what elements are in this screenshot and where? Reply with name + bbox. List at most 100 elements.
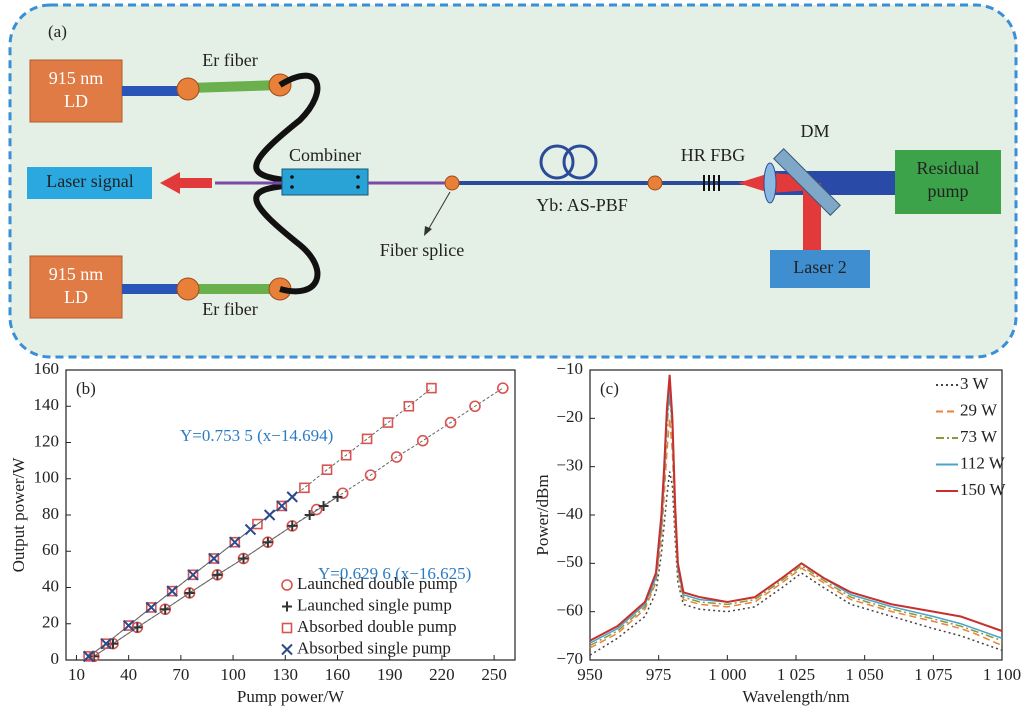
panel-label: (c): [600, 379, 619, 398]
marker: [244, 523, 257, 536]
splice: [444, 175, 460, 191]
laser-2-label: Laser 2: [793, 257, 846, 277]
y-tick-label: 80: [42, 504, 59, 523]
panel-label: (a): [48, 22, 67, 41]
legend-marker: [282, 601, 292, 612]
legend-marker: [281, 643, 293, 656]
residual-pump-label: Residual: [917, 158, 980, 178]
marker: [340, 449, 352, 461]
splice: [176, 277, 200, 301]
marker: [123, 620, 134, 631]
marker: [416, 434, 429, 447]
marker: [83, 651, 94, 662]
x-tick-label: 1 075: [914, 665, 952, 684]
fiber: [253, 183, 321, 295]
er-fiber: [187, 80, 281, 93]
marker: [304, 510, 315, 520]
marker: [310, 503, 323, 516]
marker: [469, 400, 481, 413]
series-line: [589, 394, 1003, 647]
series-line: [589, 374, 1003, 642]
residual-pump-box: [895, 150, 1001, 214]
marker: [132, 622, 143, 633]
fit-equation: Y=0.629 6 (x−16.625): [318, 564, 471, 583]
combiner-box: [281, 168, 369, 196]
marker: [332, 491, 343, 502]
marker: [166, 585, 178, 597]
x-tick-label: 1 100: [983, 665, 1021, 684]
marker: [287, 520, 298, 531]
series-line: [589, 418, 1003, 649]
dm-label: DM: [800, 121, 829, 141]
ld-label: LD: [64, 287, 88, 307]
y-tick-label: −30: [556, 456, 583, 475]
x-tick-label: 10: [68, 665, 85, 684]
y-tick-label: 40: [42, 576, 59, 595]
y-tick-label: 60: [42, 540, 59, 559]
legend-label: Launched single pump: [297, 595, 452, 614]
marker: [184, 587, 195, 598]
er-fiber-label: Er fiber: [202, 299, 257, 319]
x-axis-title: Pump power/W: [237, 687, 345, 706]
laser-signal-box: [27, 167, 152, 199]
series-line: [589, 389, 1003, 644]
fbg: [703, 175, 720, 191]
x-tick-label: 130: [273, 665, 299, 684]
marker: [403, 400, 415, 412]
x-tick-label: 1 025: [777, 665, 815, 684]
series-line: [88, 387, 432, 657]
marker: [276, 500, 288, 512]
marker: [145, 602, 157, 613]
splice: [647, 175, 663, 191]
pointer: [427, 191, 451, 231]
y-tick-label: −70: [556, 649, 583, 668]
fiber-splice-label: Fiber splice: [380, 240, 464, 260]
marker: [276, 500, 288, 512]
marker: [299, 482, 310, 494]
marker: [497, 382, 509, 394]
y-tick-label: 20: [42, 613, 59, 632]
marker: [426, 382, 437, 394]
chart: 950 975 1 000 1 025 1 050 1 075 1 100 −70 −60 −50…: [533, 359, 1021, 706]
hr-fbg-label: HR FBG: [681, 145, 746, 165]
y-tick-label: 160: [34, 359, 60, 378]
marker: [208, 553, 220, 564]
x-tick-label: 250: [481, 665, 507, 684]
marker: [208, 552, 220, 565]
legend-label: Launched double pump: [297, 574, 458, 593]
legend-marker: [281, 622, 293, 634]
y-tick-label: −60: [556, 601, 583, 620]
combiner-ports: [290, 175, 360, 189]
marker: [364, 469, 377, 481]
marker: [145, 601, 157, 614]
y-tick-label: 120: [34, 431, 60, 450]
x-tick-label: 160: [325, 665, 351, 684]
residual-pump-label: pump: [927, 181, 968, 201]
y-axis-title: Power/dBm: [533, 474, 552, 555]
fit-equation: Y=0.753 5 (x−14.694): [180, 426, 333, 445]
marker: [361, 433, 373, 445]
legend-label: 150 W: [960, 480, 1006, 499]
x-tick-label: 950: [577, 665, 603, 684]
gain-fiber-label: Yb: AS-PBF: [536, 195, 628, 215]
er-fiber-label: Er fiber: [202, 50, 257, 70]
lens: [763, 162, 777, 204]
marker: [100, 637, 112, 650]
marker: [262, 537, 273, 548]
x-tick-label: 70: [172, 665, 189, 684]
x-tick-label: 220: [429, 665, 455, 684]
ld-box: [29, 59, 123, 123]
laser-signal-label: Laser signal: [46, 171, 133, 191]
marker: [187, 569, 199, 581]
legend-label: 29 W: [960, 400, 998, 419]
coil: [539, 144, 575, 180]
x-tick-label: 40: [120, 665, 137, 684]
dichroic-mirror: [773, 148, 841, 216]
y-tick-label: −10: [556, 359, 583, 378]
marker: [229, 536, 241, 548]
plot-frame: [589, 369, 1003, 661]
x-tick-label: 975: [646, 665, 672, 684]
x-tick-label: 100: [220, 665, 246, 684]
pointer-head: [424, 226, 432, 236]
